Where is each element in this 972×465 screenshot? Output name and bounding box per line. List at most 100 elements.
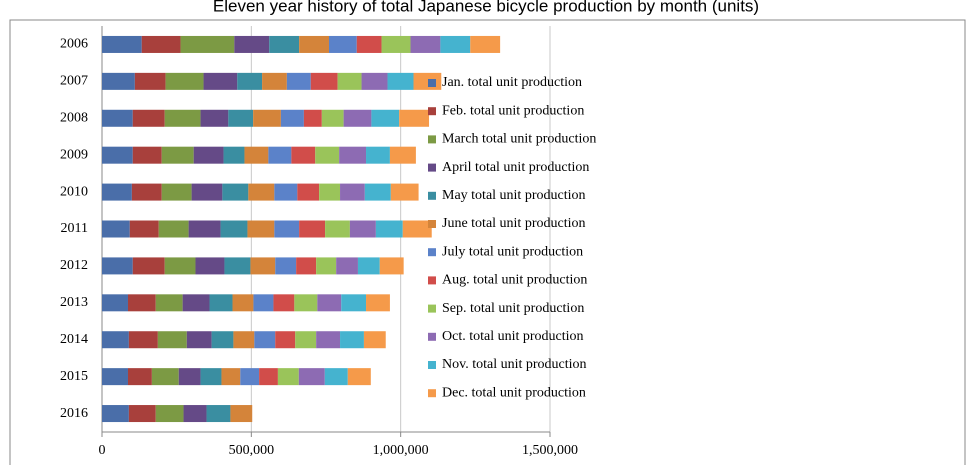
legend-label: July total unit production (442, 244, 583, 259)
bar-segment (102, 331, 129, 349)
bar-segment (155, 405, 184, 423)
bar-segment (248, 183, 275, 201)
y-tick-label: 2009 (60, 147, 88, 162)
bar-segment (247, 220, 275, 238)
bar-segment (200, 109, 229, 127)
bar-segment (253, 109, 281, 127)
bar-segment (183, 405, 207, 423)
bar-segment (134, 72, 166, 90)
bar-segment (387, 72, 414, 90)
bar-segment (220, 220, 248, 238)
bar-segment (158, 220, 189, 238)
bar-segment (254, 331, 276, 349)
bar-segment (128, 405, 156, 423)
bar-segment (224, 257, 251, 275)
bar-segment (440, 35, 471, 53)
bar-segment (347, 368, 371, 386)
bar-segment (389, 146, 416, 164)
x-tick-label: 1,500,000 (522, 443, 578, 458)
y-tick-label: 2007 (60, 74, 88, 89)
legend-label: Nov. total unit production (442, 357, 587, 372)
bar-segment (237, 72, 263, 90)
bar-segment (273, 294, 295, 312)
bar-segment (128, 331, 158, 349)
x-tick-label: 0 (99, 443, 106, 458)
bar-segment (165, 72, 204, 90)
bar-segment (379, 257, 404, 275)
bar-segment (317, 294, 342, 312)
bar-segment (164, 257, 196, 275)
bar-segment (297, 183, 320, 201)
bar-segment (222, 183, 249, 201)
bar-segment (102, 109, 133, 127)
bar-segment (390, 183, 419, 201)
bar-segment (131, 183, 162, 201)
bar-segment (274, 183, 298, 201)
bar-segment (340, 183, 365, 201)
bar-segment (234, 35, 270, 53)
legend-swatch (428, 79, 436, 87)
y-tick-label: 2016 (60, 406, 88, 421)
bar-segment (402, 220, 432, 238)
x-tick-label: 500,000 (229, 443, 275, 458)
bar-segment (164, 109, 201, 127)
bar-segment (366, 146, 390, 164)
y-tick-label: 2008 (60, 110, 88, 125)
bar-segment (127, 294, 156, 312)
bar-segment (269, 35, 300, 53)
bar-segment (102, 405, 129, 423)
bar-segment (357, 257, 380, 275)
bar-segment (180, 35, 235, 53)
y-tick-label: 2015 (60, 369, 88, 384)
legend-label: Feb. total unit production (442, 103, 584, 118)
chart-title: Eleven year history of total Japanese bi… (213, 0, 759, 15)
legend-swatch (428, 107, 436, 116)
y-tick-label: 2006 (60, 37, 88, 52)
legend-swatch (428, 163, 436, 172)
y-tick-label: 2013 (60, 295, 88, 310)
bar-segment (275, 257, 297, 275)
bar-segment (127, 368, 152, 386)
bar-segment (232, 294, 254, 312)
bar-segment (316, 257, 337, 275)
bar-segment (102, 146, 133, 164)
bar-segment (343, 109, 372, 127)
y-tick-label: 2014 (60, 332, 88, 347)
bar-segment (321, 109, 344, 127)
y-tick-label: 2012 (60, 258, 88, 273)
bar-segment (316, 331, 341, 349)
bar-segment (203, 72, 238, 90)
bar-segment (361, 72, 388, 90)
legend-label: Jan. total unit production (442, 75, 582, 90)
bar-segment (244, 146, 269, 164)
bar-segment (280, 109, 304, 127)
bar-segment (303, 109, 322, 127)
bar-segment (363, 331, 386, 349)
bar-segment (193, 146, 224, 164)
bar-segment (102, 368, 128, 386)
bar-segment (268, 146, 292, 164)
bar-segment (295, 331, 317, 349)
bar-segment (250, 257, 276, 275)
bar-segment (161, 183, 192, 201)
bar-segment (399, 109, 430, 127)
legend-label: Oct. total unit production (442, 329, 584, 344)
bar-segment (275, 331, 296, 349)
bar-segment (315, 146, 340, 164)
legend-swatch (428, 389, 436, 398)
bar-segment (195, 257, 225, 275)
bar-segment (132, 146, 162, 164)
bar-segment (233, 331, 255, 349)
bar-segment (161, 146, 194, 164)
bar-segment (339, 146, 367, 164)
legend-swatch (428, 248, 436, 257)
bar-segment (299, 35, 329, 53)
legend-label: April total unit production (442, 160, 589, 175)
bar-segment (277, 368, 299, 386)
bar-segment (132, 109, 165, 127)
legend-swatch (428, 276, 436, 285)
bar-segment (209, 294, 233, 312)
bar-segment (410, 35, 441, 53)
bar-segment (291, 146, 316, 164)
